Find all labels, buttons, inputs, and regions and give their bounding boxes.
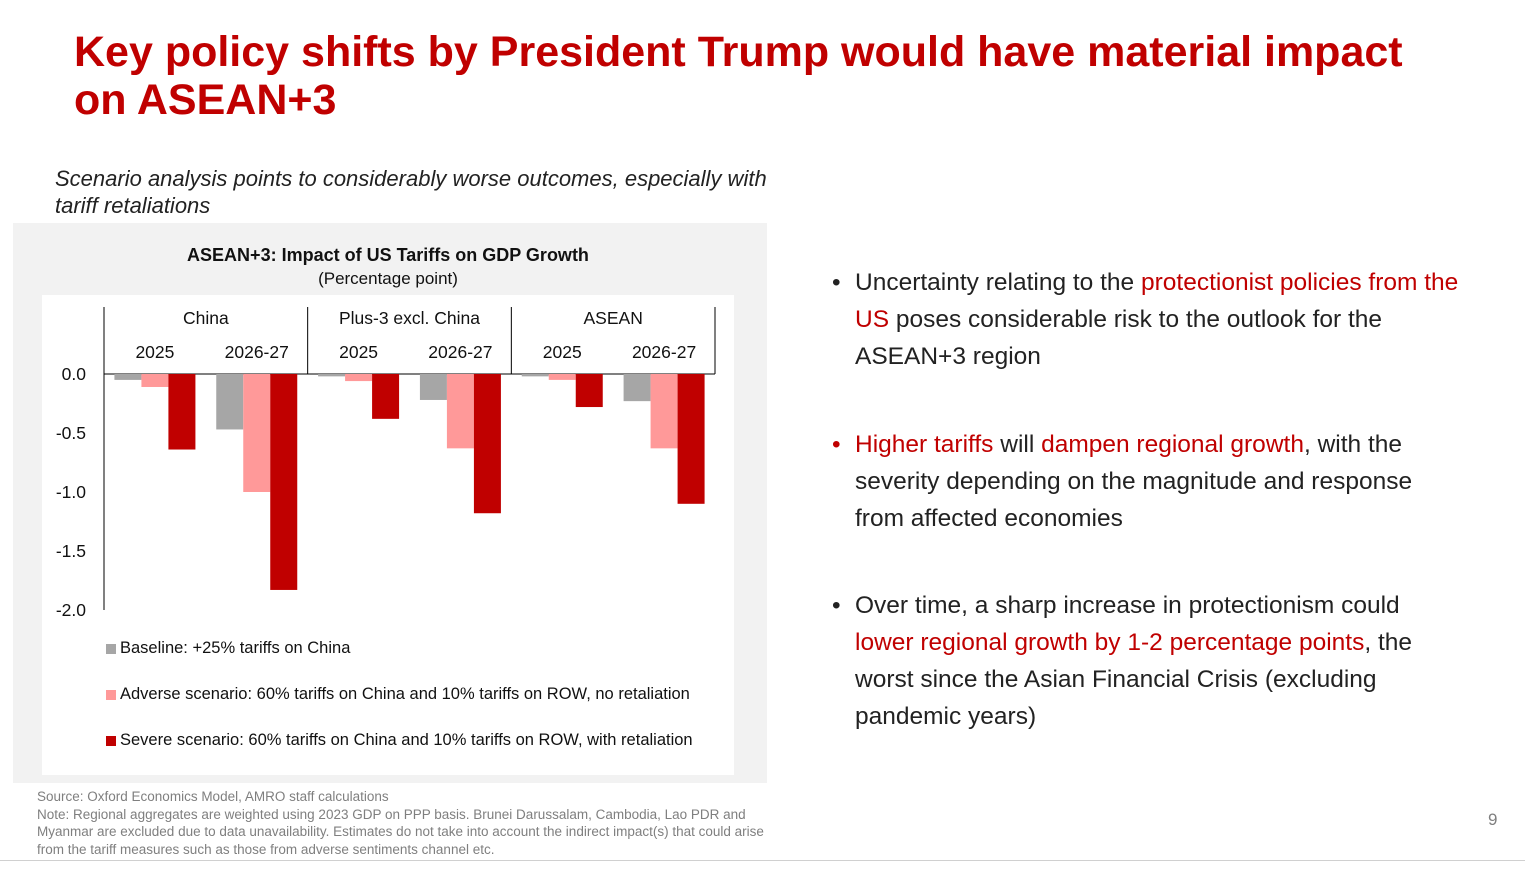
y-tick-label: -1.5 (56, 541, 86, 561)
bullet-text-1: Uncertainty relating to the protectionis… (855, 269, 1459, 370)
bullet-item-2: • Higher tariffs will dampen regional gr… (832, 426, 1462, 537)
bar (141, 374, 169, 387)
bullet-text-2: Higher tariffs will dampen regional grow… (855, 431, 1413, 532)
note-line: Note: Regional aggregates are weighted u… (37, 806, 764, 857)
legend-label-severe: Severe scenario: 60% tariffs on China an… (120, 731, 693, 749)
bar (216, 374, 244, 430)
legend-label-baseline: Baseline: +25% tariffs on China (120, 639, 351, 657)
bullet-list: • Uncertainty relating to the protection… (832, 264, 1462, 735)
footer-divider (0, 860, 1525, 861)
bar (650, 374, 678, 449)
bar (345, 374, 373, 382)
y-tick-label: 0.0 (62, 364, 87, 384)
chart-title: ASEAN+3: Impact of US Tariffs on GDP Gro… (187, 245, 589, 265)
bar (446, 374, 474, 449)
y-tick-label: -2.0 (56, 600, 86, 620)
chart-plot-area: China 2025 2026-27 Plus-3 excl. China 2025 20… (42, 295, 734, 775)
slide-title: Key policy shifts by President Trump wou… (74, 28, 1403, 124)
legend-item-severe: Severe scenario: 60% tariffs on China an… (106, 731, 693, 750)
category-label: 2026-27 (632, 342, 696, 362)
bullet-text-3: Over time, a sharp increase in protectio… (855, 592, 1413, 730)
chart-panel: ASEAN+3: Impact of US Tariffs on GDP Gro… (13, 223, 767, 783)
legend-swatch-severe (106, 735, 116, 746)
bar (473, 374, 501, 514)
bar-chart: China 2025 2026-27 Plus-3 excl. China 2025 20… (56, 307, 716, 620)
chart-caption: Scenario analysis points to considerably… (55, 166, 767, 218)
category-label: 2025 (339, 342, 378, 362)
source-note: Source: Oxford Economics Model, AMRO sta… (37, 788, 777, 858)
bullet-dot: • (832, 431, 841, 458)
bar (419, 374, 447, 400)
bar (318, 374, 346, 377)
y-tick-label: -1.0 (56, 482, 86, 502)
chart-subtitle: (Percentage point) (318, 269, 458, 288)
bullet-dot: • (832, 592, 841, 619)
group-label: China (183, 308, 229, 328)
category-label: 2025 (135, 342, 174, 362)
bullet-item-3: • Over time, a sharp increase in protect… (832, 587, 1462, 735)
category-label: 2025 (543, 342, 582, 362)
bullet-item-1: • Uncertainty relating to the protection… (832, 264, 1462, 375)
legend-swatch-baseline (106, 643, 116, 654)
bar (270, 374, 298, 590)
group-label: ASEAN (584, 308, 643, 328)
category-label: 2026-27 (225, 342, 289, 362)
legend-label-adverse: Adverse scenario: 60% tariffs on China a… (120, 685, 690, 703)
bar (548, 374, 576, 380)
bar (372, 374, 400, 419)
legend-item-baseline: Baseline: +25% tariffs on China (106, 639, 350, 658)
legend-item-adverse: Adverse scenario: 60% tariffs on China a… (106, 685, 690, 704)
bar (243, 374, 271, 492)
source-line: Source: Oxford Economics Model, AMRO sta… (37, 789, 389, 804)
bar (677, 374, 705, 504)
group-label: Plus-3 excl. China (339, 308, 480, 328)
legend-swatch-adverse (106, 689, 116, 700)
bar (623, 374, 651, 402)
bar (521, 374, 549, 377)
bar (575, 374, 603, 408)
y-tick-label: -0.5 (56, 423, 86, 443)
bar (168, 374, 196, 450)
bar (114, 374, 142, 380)
category-label: 2026-27 (428, 342, 492, 362)
page-number: 9 (1488, 810, 1498, 829)
bullet-dot: • (832, 269, 841, 296)
